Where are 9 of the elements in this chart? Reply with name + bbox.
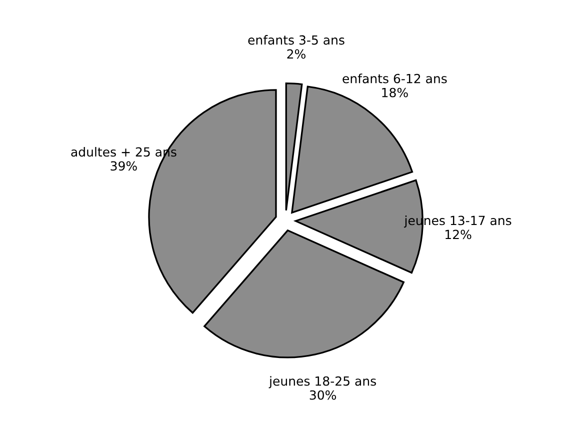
slice-label: jeunes 18-25 ans <box>268 376 376 388</box>
slice-label: enfants 6-12 ans <box>342 74 447 84</box>
slice-label: adultes + 25 ans <box>71 146 176 157</box>
slice-label: enfants 3-5 ans <box>248 35 344 45</box>
data-label: 30% <box>310 390 336 400</box>
data-label: 18% <box>382 88 408 98</box>
data-label: 39% <box>110 161 137 171</box>
data-label: 2% <box>287 49 306 59</box>
data-label: 12% <box>446 230 472 240</box>
